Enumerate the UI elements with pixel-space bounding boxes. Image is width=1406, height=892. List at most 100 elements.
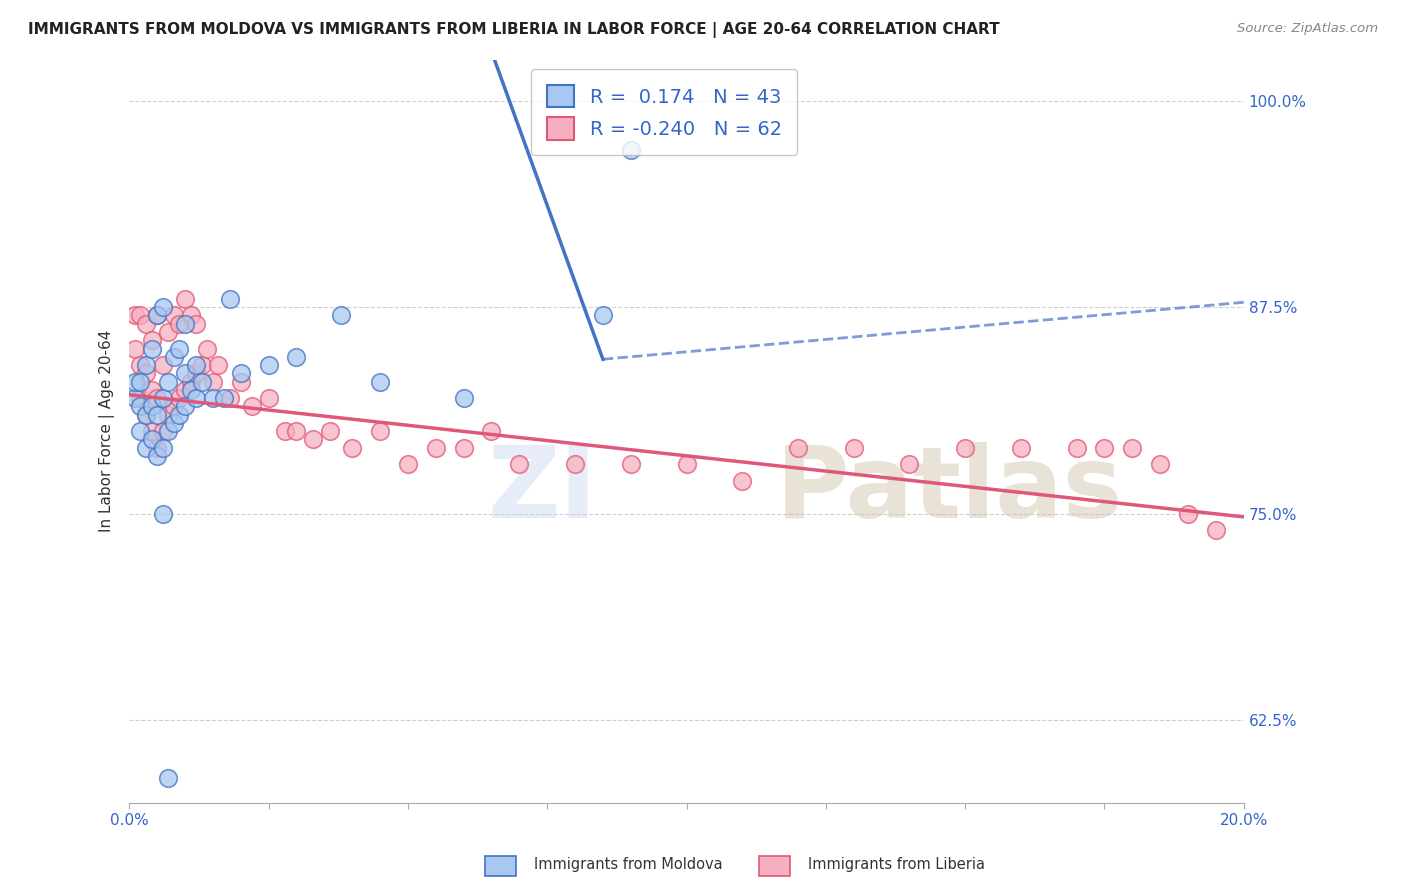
Point: [184, 391, 207, 405]
Point: [274, 424, 297, 438]
Point: [1010, 441, 1032, 455]
Text: Patlas: Patlas: [776, 442, 1123, 539]
Point: [124, 375, 146, 389]
Point: [146, 449, 169, 463]
Point: [135, 441, 157, 455]
Point: [675, 457, 697, 471]
Point: [135, 358, 157, 372]
Point: [285, 424, 308, 438]
Point: [152, 358, 174, 372]
Point: [453, 391, 475, 405]
Point: [898, 457, 921, 471]
Point: [174, 317, 197, 331]
Point: [1094, 441, 1116, 455]
Point: [425, 441, 447, 455]
Point: [620, 457, 643, 471]
Text: ZI: ZI: [488, 442, 598, 539]
Text: Immigrants from Liberia: Immigrants from Liberia: [808, 857, 986, 872]
Point: [152, 507, 174, 521]
Point: [564, 457, 586, 471]
Point: [129, 309, 152, 323]
Point: [157, 325, 180, 339]
Point: [135, 366, 157, 380]
Point: [184, 317, 207, 331]
Point: [180, 375, 202, 389]
Point: [340, 441, 363, 455]
Text: IMMIGRANTS FROM MOLDOVA VS IMMIGRANTS FROM LIBERIA IN LABOR FORCE | AGE 20-64 CO: IMMIGRANTS FROM MOLDOVA VS IMMIGRANTS FR…: [28, 22, 1000, 38]
Point: [169, 408, 191, 422]
Point: [180, 383, 202, 397]
Point: [141, 424, 163, 438]
Point: [453, 441, 475, 455]
Point: [953, 441, 976, 455]
Point: [1066, 441, 1088, 455]
Point: [218, 391, 240, 405]
Point: [129, 375, 152, 389]
Point: [396, 457, 419, 471]
Point: [174, 383, 197, 397]
Point: [163, 350, 186, 364]
Point: [141, 333, 163, 347]
Point: [135, 317, 157, 331]
Point: [184, 366, 207, 380]
Point: [157, 424, 180, 438]
Point: [146, 441, 169, 455]
Point: [180, 309, 202, 323]
Point: [129, 399, 152, 413]
Point: [169, 317, 191, 331]
Point: [124, 342, 146, 356]
Point: [195, 342, 218, 356]
Point: [124, 309, 146, 323]
Point: [1177, 507, 1199, 521]
Point: [1149, 457, 1171, 471]
Legend: R =  0.174   N = 43, R = -0.240   N = 62: R = 0.174 N = 43, R = -0.240 N = 62: [531, 70, 797, 155]
Point: [146, 408, 169, 422]
Point: [731, 474, 754, 488]
Point: [129, 358, 152, 372]
Point: [169, 342, 191, 356]
Point: [330, 309, 353, 323]
Text: Source: ZipAtlas.com: Source: ZipAtlas.com: [1237, 22, 1378, 36]
Point: [129, 424, 152, 438]
Point: [157, 771, 180, 785]
Point: [1121, 441, 1143, 455]
Point: [842, 441, 865, 455]
Point: [620, 144, 643, 158]
Text: Immigrants from Moldova: Immigrants from Moldova: [534, 857, 723, 872]
Point: [240, 399, 263, 413]
Point: [174, 292, 197, 306]
Point: [141, 383, 163, 397]
Point: [201, 375, 224, 389]
Point: [157, 375, 180, 389]
Point: [201, 391, 224, 405]
Point: [152, 424, 174, 438]
Point: [190, 358, 212, 372]
Point: [141, 433, 163, 447]
Point: [508, 457, 530, 471]
Point: [152, 391, 174, 405]
Point: [285, 350, 308, 364]
Point: [141, 399, 163, 413]
Point: [146, 391, 169, 405]
Point: [229, 375, 252, 389]
Point: [368, 375, 391, 389]
Point: [257, 391, 280, 405]
Point: [787, 441, 810, 455]
Point: [302, 433, 325, 447]
Point: [592, 309, 614, 323]
Point: [218, 292, 240, 306]
Point: [319, 424, 342, 438]
Point: [207, 358, 229, 372]
Point: [163, 309, 186, 323]
Point: [229, 366, 252, 380]
Point: [212, 391, 235, 405]
Point: [481, 424, 503, 438]
Point: [135, 408, 157, 422]
Point: [124, 391, 146, 405]
Point: [368, 424, 391, 438]
Point: [184, 358, 207, 372]
Y-axis label: In Labor Force | Age 20-64: In Labor Force | Age 20-64: [100, 330, 115, 533]
Point: [152, 300, 174, 314]
Point: [146, 309, 169, 323]
Point: [152, 441, 174, 455]
